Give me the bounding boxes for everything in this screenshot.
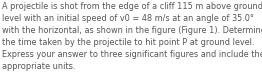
Text: A projectile is shot from the edge of a cliff 115 m above ground
level with an i: A projectile is shot from the edge of a … xyxy=(2,2,262,71)
